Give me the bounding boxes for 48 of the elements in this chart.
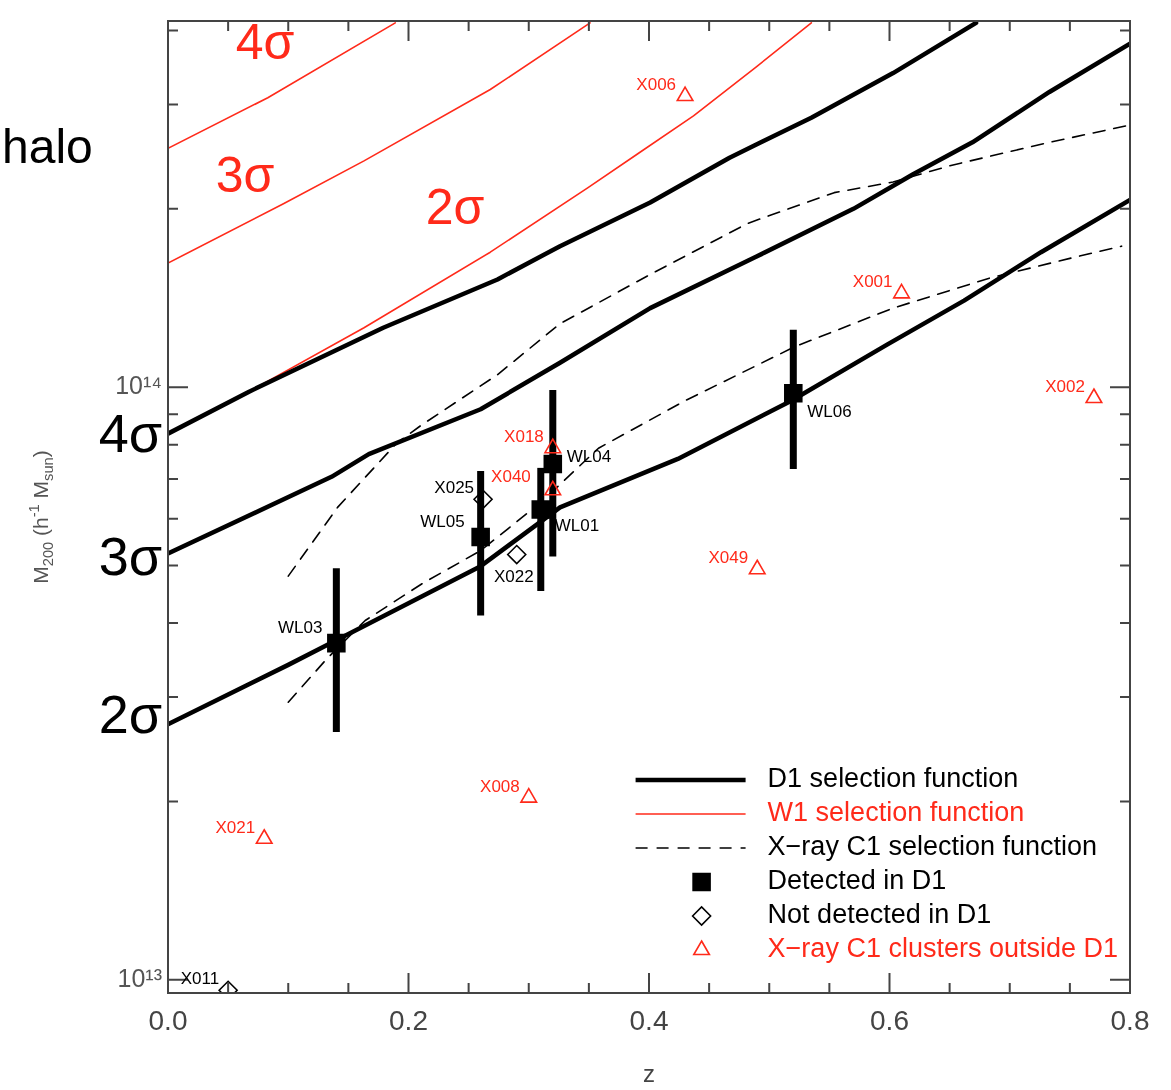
point bbox=[748, 559, 766, 575]
x-tick-label: 0.8 bbox=[1110, 1004, 1150, 1036]
point bbox=[255, 828, 273, 845]
x-tick-label: 0.4 bbox=[629, 1004, 669, 1036]
data-label: WL04 bbox=[566, 447, 612, 467]
text: 4σ bbox=[98, 402, 162, 463]
data-label: X008 bbox=[480, 776, 520, 796]
point bbox=[520, 787, 538, 803]
data-label: X021 bbox=[215, 817, 256, 837]
annotation: 3σ bbox=[215, 146, 275, 203]
data-label: WL03 bbox=[277, 618, 323, 638]
legend-label: X−ray C1 selection function bbox=[767, 831, 1098, 862]
annotation: 4σ bbox=[235, 13, 295, 70]
point bbox=[892, 283, 911, 299]
data-label: X025 bbox=[434, 478, 475, 498]
point bbox=[544, 438, 562, 454]
data-label: X006 bbox=[636, 75, 677, 95]
y-axis-title: M200 (h-1 Msun) bbox=[26, 450, 57, 584]
x-tick-label: 0.6 bbox=[870, 1004, 909, 1036]
x-tick-label: 0.0 bbox=[148, 1004, 188, 1036]
data-label: WL06 bbox=[807, 402, 852, 422]
y-tick-label: 10¹⁴ bbox=[115, 371, 162, 400]
text: 3σ bbox=[98, 525, 162, 586]
point bbox=[544, 480, 562, 496]
point bbox=[1085, 388, 1103, 404]
annotation: 2σ bbox=[425, 178, 485, 235]
data-label: X040 bbox=[491, 467, 531, 487]
data-label: X002 bbox=[1045, 377, 1085, 397]
data-label: X011 bbox=[180, 969, 220, 989]
point bbox=[543, 454, 563, 474]
point bbox=[676, 86, 694, 102]
legend-label: D1 selection function bbox=[767, 763, 1019, 794]
text: halo bbox=[2, 120, 93, 174]
data-label: X049 bbox=[708, 548, 749, 568]
data-label: X018 bbox=[504, 427, 544, 447]
point bbox=[784, 383, 803, 403]
data-label: WL05 bbox=[420, 511, 465, 531]
data-label: X001 bbox=[852, 272, 893, 292]
legend-label: Detected in D1 bbox=[767, 865, 947, 896]
text: 2σ bbox=[98, 683, 162, 744]
legend-label: X−ray C1 clusters outside D1 bbox=[767, 933, 1119, 964]
y-tick-label: 10¹³ bbox=[117, 963, 162, 992]
legend-label: W1 selection function bbox=[767, 797, 1025, 828]
x-tick-label: 0.2 bbox=[389, 1004, 428, 1036]
legend-label: Not detected in D1 bbox=[767, 899, 992, 930]
data-label: X022 bbox=[493, 566, 534, 586]
data-label: WL01 bbox=[554, 516, 600, 536]
x-axis-title: z bbox=[643, 1060, 655, 1088]
